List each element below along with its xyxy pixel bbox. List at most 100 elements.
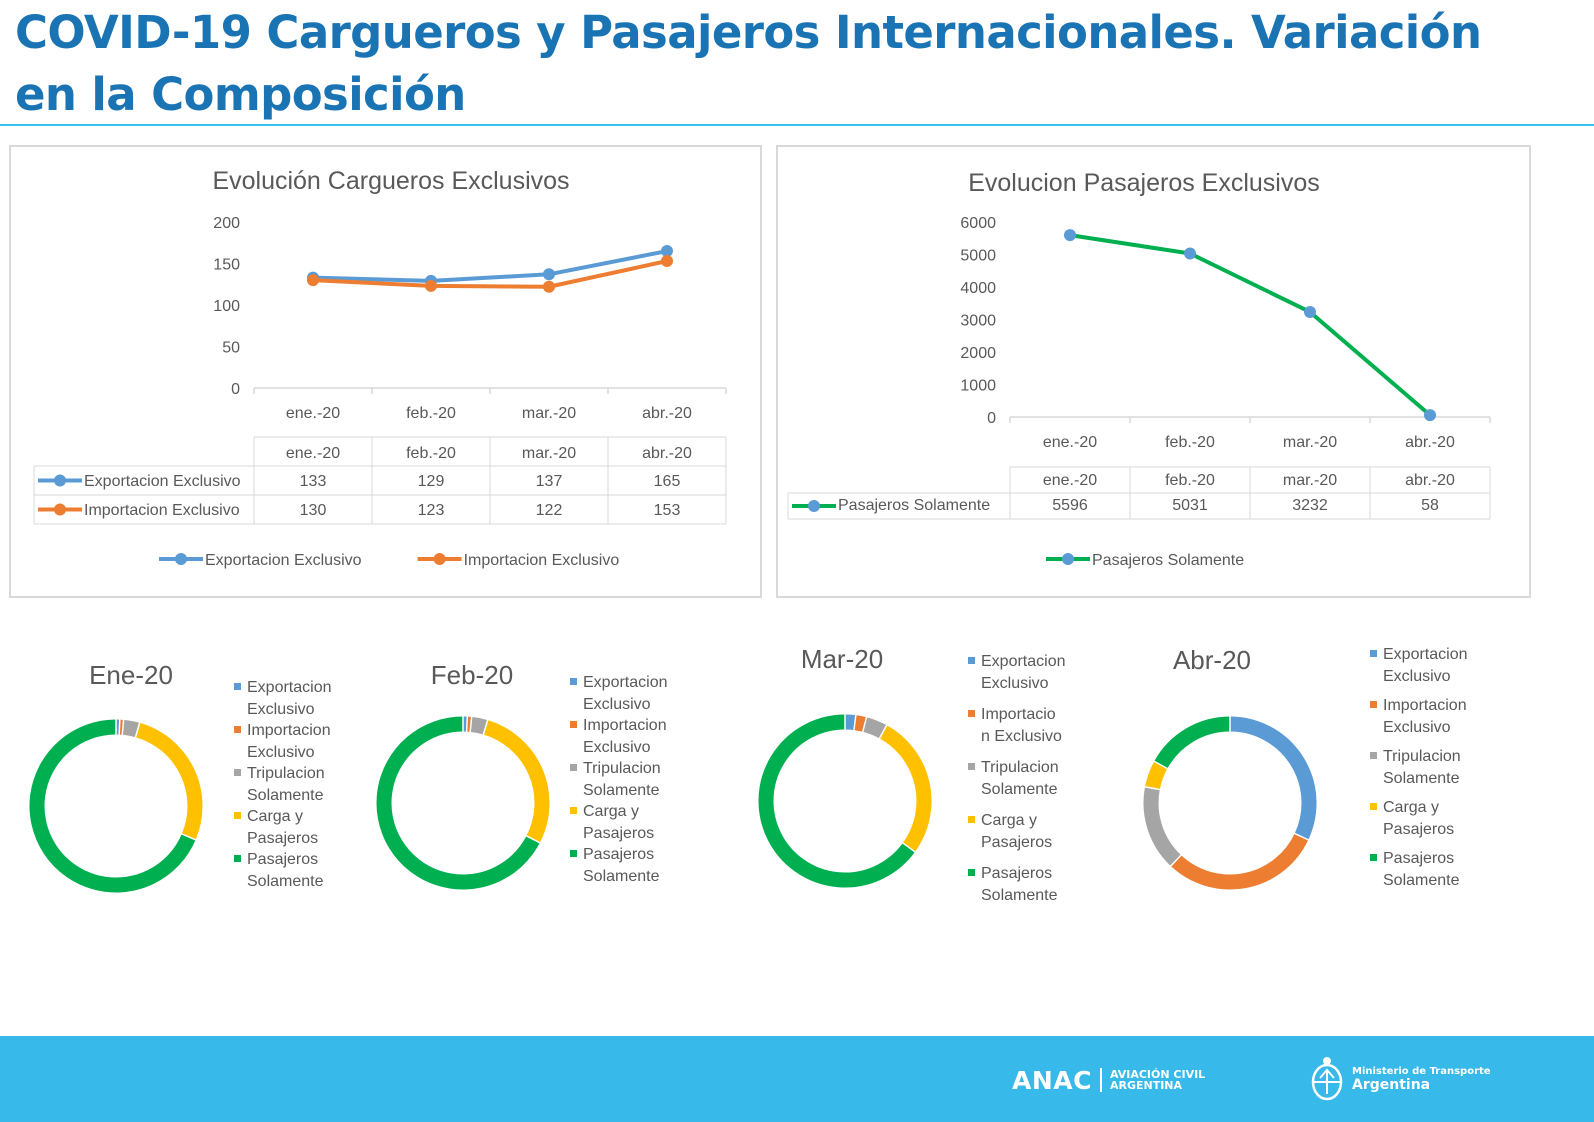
donut-mar-20-pasajeros-solamente-slice	[758, 714, 915, 888]
donut-feb-20-slice-separator	[482, 718, 489, 736]
line-chart-1-importacion-exclusivo-table-value: 153	[654, 502, 681, 519]
donut-abr-20-importacion-exclusivo-legend-label: Exclusivo	[1383, 719, 1451, 736]
donut-feb-20-pasajeros-solamente-legend-swatch	[570, 850, 577, 857]
line-chart-2-pasajeros-solamente-point	[1184, 247, 1196, 260]
donut-mar-20-carga-y-pasajeros-legend-label: Pasajeros	[981, 834, 1052, 851]
line-chart-1-ytick-label: 50	[222, 340, 240, 357]
line-chart-1-xtick-label: ene.-20	[286, 405, 340, 422]
line-chart-2-ytick-label: 0	[987, 410, 996, 427]
line-chart-2-pasajeros-solamente-legend-swatch-marker	[1062, 553, 1074, 565]
donut-abr-20-exportacion-exclusivo-legend-label: Exportacion	[1383, 646, 1468, 663]
donut-feb-20-slice-separator	[525, 834, 542, 844]
line-chart-2-xtick-label: mar.-20	[1283, 434, 1337, 451]
donut-abr-20-carga-y-pasajeros-slice	[1145, 761, 1168, 790]
donut-mar-20-exportacion-exclusivo-slice	[844, 714, 856, 731]
donut-abr-20-importacion-exclusivo-legend-label: Importacion	[1383, 697, 1467, 714]
line-chart-1-importacion-exclusivo-legend-label: Importacion Exclusivo	[464, 552, 620, 569]
line-chart-1-table-header: feb.-20	[406, 445, 456, 462]
line-chart-1-exportacion-exclusivo-table-value: 137	[536, 473, 563, 490]
line-chart-1-exportacion-exclusivo-table-label: Exportacion Exclusivo	[84, 473, 241, 490]
line-chart-1-exportacion-exclusivo-point	[661, 245, 673, 258]
line-chart-2-pasajeros-solamente-table-label: Pasajeros Solamente	[838, 497, 990, 514]
cargo-line-chart-svg: Evolución Cargueros Exclusivos 0 50 100 150 2…	[33, 167, 727, 569]
donut-feb-20-exportacion-exclusivo-legend-label: Exportacion	[583, 674, 668, 691]
donut-ene-20-slice-separator	[118, 718, 121, 736]
line-chart-2-table-header: mar.-20	[1283, 472, 1337, 489]
donut-abr-20-title: Abr-20	[1173, 645, 1251, 675]
line-chart-1-table-header: abr.-20	[642, 445, 692, 462]
line-chart-2-pasajeros-solamente-table-value: 5031	[1172, 497, 1208, 514]
donut-mar-20-carga-y-pasajeros-legend-swatch	[968, 816, 975, 823]
donut-feb-20-exportacion-exclusivo-legend-label: Exclusivo	[583, 696, 651, 713]
line-chart-2-pasajeros-solamente-line	[1069, 233, 1432, 417]
donut-feb-20-carga-y-pasajeros-legend-label: Pasajeros	[583, 825, 654, 842]
donut-ene-20-slice-separator	[134, 721, 141, 739]
donut-ene-20-carga-y-pasajeros-legend-label: Pasajeros	[247, 830, 318, 847]
donut-mar-20-tripulacion-solamente-legend-label: Solamente	[981, 781, 1058, 798]
anac-logo-line2: ARGENTINA	[1109, 1079, 1183, 1092]
donut-mar-20-title: Mar-20	[801, 644, 883, 674]
donut-abr-20-slice-separator	[1143, 785, 1161, 791]
donut-mar-20-tripulacion-solamente-slice	[862, 717, 887, 739]
line-chart-2-ytick-label: 6000	[960, 215, 996, 232]
donut-feb-20-tripulacion-solamente-legend-label: Tripulacion	[583, 760, 661, 777]
donut-mar-20-importacion-exclusivo-legend-label: Importacio	[981, 706, 1056, 723]
donut-ene-20-slice-separator	[121, 718, 125, 736]
donut-feb-20-importacion-exclusivo-legend-label: Exclusivo	[583, 739, 651, 756]
line-chart-1-importacion-exclusivo-table-legend-swatch-marker	[54, 503, 66, 516]
line-chart-2-ytick-label: 4000	[960, 280, 996, 297]
donut-abr-20-slice-separator	[1169, 853, 1183, 868]
line-chart-1-importacion-exclusivo-legend-swatch-marker	[433, 553, 446, 565]
line-chart-1-xtick-label: feb.-20	[406, 405, 456, 422]
line-chart-2-pasajeros-solamente-table-value: 5596	[1052, 497, 1088, 514]
line-chart-2-pasajeros-solamente-table-value: 58	[1421, 497, 1439, 514]
line-chart-2-title: Evolucion Pasajeros Exclusivos	[968, 169, 1320, 197]
donut-abr-20-importacion-exclusivo-slice	[1170, 833, 1309, 890]
line-chart-2-table-header: feb.-20	[1165, 472, 1215, 489]
ministry-logo: Ministerio de Transporte Argentina	[1310, 1056, 1491, 1102]
line-chart-2-ytick-label: 3000	[960, 313, 996, 330]
donut-abr-20-importacion-exclusivo-legend-swatch	[1370, 701, 1377, 708]
line-chart-1-exportacion-exclusivo-point	[543, 268, 555, 281]
line-chart-2-table-header: abr.-20	[1405, 472, 1455, 489]
donut-ene-20-carga-y-pasajeros-legend-label: Carga y	[247, 808, 303, 825]
ministry-line2: Argentina	[1352, 1076, 1431, 1093]
donut-mar-20-exportacion-exclusivo-legend-label: Exclusivo	[981, 675, 1049, 692]
donut-ene-20-tripulacion-solamente-legend-label: Solamente	[247, 787, 324, 804]
line-chart-1-ytick-label: 150	[213, 257, 240, 274]
line-chart-2-xtick-label: ene.-20	[1043, 434, 1097, 451]
donut-mar-20-pasajeros-solamente-legend-swatch	[968, 869, 975, 876]
line-chart-2-pasajeros-solamente-point	[1064, 229, 1076, 242]
donut-feb-20-pasajeros-solamente-legend-label: Pasajeros	[583, 846, 654, 863]
donut-ene-20-carga-y-pasajeros-legend-swatch	[234, 812, 241, 819]
donut-abr-20-pasajeros-solamente-slice	[1154, 716, 1231, 769]
line-chart-1-importacion-exclusivo-point	[543, 280, 555, 293]
donut-mar-20-slice-separator	[901, 841, 917, 854]
donut-abr-20-carga-y-pasajeros-legend-swatch	[1370, 803, 1377, 810]
donut-mar-20-pasajeros-solamente-legend-label: Solamente	[981, 887, 1058, 904]
line-chart-1-exportacion-exclusivo-line	[312, 249, 668, 283]
line-chart-2-pasajeros-solamente-table-legend-swatch-marker	[808, 500, 820, 512]
donut-abr-20-carga-y-pasajeros-legend-label: Pasajeros	[1383, 821, 1454, 838]
argentina-seal-icon	[1311, 1057, 1343, 1101]
donut-abr-20-tripulacion-solamente-legend-label: Tripulacion	[1383, 748, 1461, 765]
line-chart-2-table-header: ene.-20	[1043, 472, 1097, 489]
donut-mar-20-exportacion-exclusivo-legend-label: Exportacion	[981, 653, 1066, 670]
donut-ene-20-tripulacion-solamente-slice	[122, 719, 140, 738]
donut-ene-20-importacion-exclusivo-legend-label: Importacion	[247, 722, 331, 739]
donut-feb-20-exportacion-exclusivo-legend-swatch	[570, 678, 577, 685]
line-chart-2-pasajeros-solamente-point	[1424, 409, 1436, 422]
donut-ene-20-exportacion-exclusivo-legend-label: Exclusivo	[247, 701, 315, 718]
donut-ene-20-importacion-exclusivo-legend-swatch	[234, 726, 241, 733]
line-chart-1-xtick-label: abr.-20	[642, 405, 692, 422]
line-chart-1-ytick-label: 200	[213, 215, 240, 232]
donut-feb-20-pasajeros-solamente-slice	[376, 716, 540, 890]
donut-mar-20-carga-y-pasajeros-slice	[879, 725, 932, 852]
donut-mar-20-importacion-exclusivo-legend-label: n Exclusivo	[981, 728, 1062, 745]
line-chart-1-importacion-exclusivo-table-value: 123	[418, 502, 445, 519]
donut-ene-20-exportacion-exclusivo-legend-label: Exportacion	[247, 679, 332, 696]
donut-mar-20-carga-y-pasajeros-legend-label: Carga y	[981, 812, 1037, 829]
line-chart-2-xtick-label: feb.-20	[1165, 434, 1215, 451]
donut-ene-20-title: Ene-20	[89, 660, 173, 690]
donut-abr-20-slice-separator	[1293, 832, 1310, 841]
